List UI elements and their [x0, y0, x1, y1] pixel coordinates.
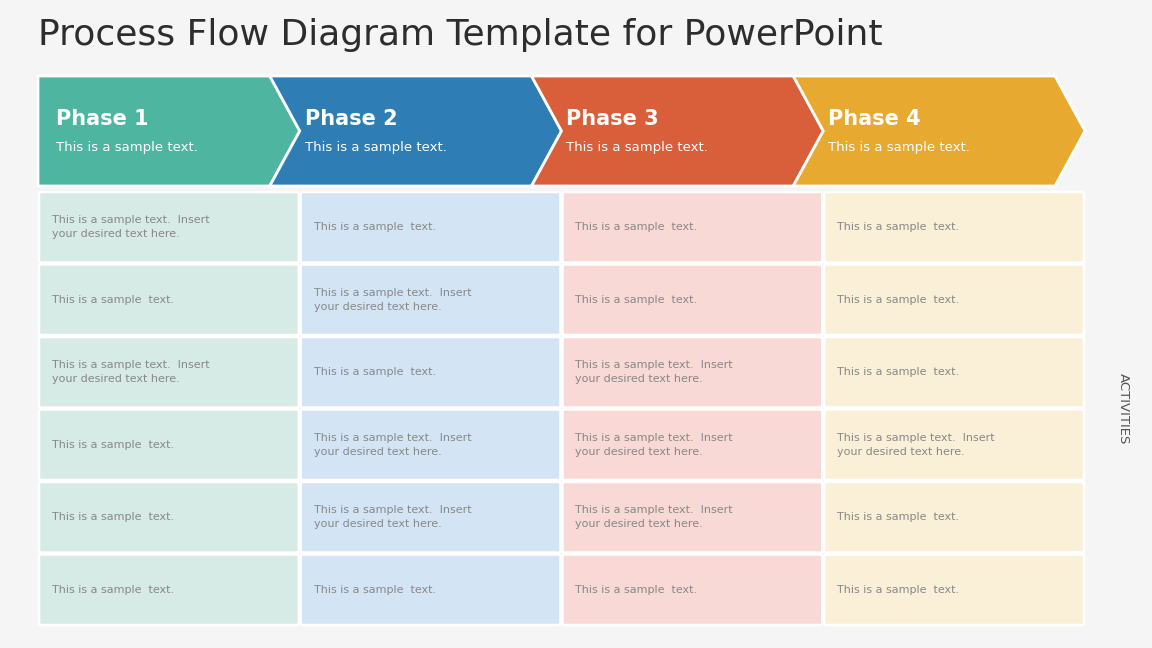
Text: This is a sample text.: This is a sample text.	[56, 141, 198, 154]
Text: This is a sample text.  Insert
your desired text here.: This is a sample text. Insert your desir…	[313, 433, 471, 457]
Text: This is a sample  text.: This is a sample text.	[576, 295, 698, 305]
FancyBboxPatch shape	[301, 482, 561, 553]
Text: This is a sample text.  Insert
your desired text here.: This is a sample text. Insert your desir…	[52, 215, 210, 239]
Text: This is a sample text.  Insert
your desired text here.: This is a sample text. Insert your desir…	[838, 433, 995, 457]
FancyBboxPatch shape	[39, 482, 298, 553]
FancyBboxPatch shape	[39, 555, 298, 625]
Text: Phase 2: Phase 2	[305, 109, 397, 129]
Text: This is a sample text.  Insert
your desired text here.: This is a sample text. Insert your desir…	[576, 360, 733, 384]
FancyBboxPatch shape	[562, 410, 823, 480]
Text: This is a sample text.  Insert
your desired text here.: This is a sample text. Insert your desir…	[576, 433, 733, 457]
FancyBboxPatch shape	[562, 264, 823, 335]
Text: This is a sample  text.: This is a sample text.	[52, 584, 174, 595]
Text: This is a sample  text.: This is a sample text.	[313, 584, 435, 595]
FancyBboxPatch shape	[824, 555, 1084, 625]
Polygon shape	[270, 76, 561, 186]
Text: Process Flow Diagram Template for PowerPoint: Process Flow Diagram Template for PowerP…	[38, 18, 882, 52]
FancyBboxPatch shape	[824, 410, 1084, 480]
FancyBboxPatch shape	[301, 337, 561, 408]
FancyBboxPatch shape	[301, 555, 561, 625]
Polygon shape	[531, 76, 824, 186]
FancyBboxPatch shape	[562, 337, 823, 408]
Text: This is a sample  text.: This is a sample text.	[313, 367, 435, 377]
Text: This is a sample  text.: This is a sample text.	[313, 222, 435, 232]
Text: Phase 4: Phase 4	[828, 109, 920, 129]
FancyBboxPatch shape	[39, 192, 298, 262]
FancyBboxPatch shape	[562, 555, 823, 625]
Text: This is a sample  text.: This is a sample text.	[52, 440, 174, 450]
FancyBboxPatch shape	[301, 192, 561, 262]
FancyBboxPatch shape	[824, 192, 1084, 262]
Text: Phase 1: Phase 1	[56, 109, 149, 129]
Text: This is a sample text.  Insert
your desired text here.: This is a sample text. Insert your desir…	[576, 505, 733, 529]
Text: Phase 3: Phase 3	[567, 109, 659, 129]
Text: This is a sample text.  Insert
your desired text here.: This is a sample text. Insert your desir…	[52, 360, 210, 384]
Polygon shape	[38, 76, 300, 186]
Text: This is a sample  text.: This is a sample text.	[838, 295, 960, 305]
FancyBboxPatch shape	[824, 337, 1084, 408]
Text: This is a sample  text.: This is a sample text.	[576, 584, 698, 595]
Text: This is a sample text.  Insert
your desired text here.: This is a sample text. Insert your desir…	[313, 505, 471, 529]
Text: This is a sample  text.: This is a sample text.	[52, 513, 174, 522]
FancyBboxPatch shape	[824, 482, 1084, 553]
FancyBboxPatch shape	[301, 410, 561, 480]
Polygon shape	[794, 76, 1085, 186]
FancyBboxPatch shape	[824, 264, 1084, 335]
Text: This is a sample text.  Insert
your desired text here.: This is a sample text. Insert your desir…	[313, 288, 471, 312]
FancyBboxPatch shape	[39, 264, 298, 335]
FancyBboxPatch shape	[562, 482, 823, 553]
Text: This is a sample  text.: This is a sample text.	[838, 222, 960, 232]
Text: This is a sample  text.: This is a sample text.	[838, 513, 960, 522]
Text: This is a sample  text.: This is a sample text.	[576, 222, 698, 232]
Text: This is a sample  text.: This is a sample text.	[838, 367, 960, 377]
FancyBboxPatch shape	[562, 192, 823, 262]
Text: This is a sample text.: This is a sample text.	[305, 141, 447, 154]
FancyBboxPatch shape	[39, 337, 298, 408]
Text: This is a sample  text.: This is a sample text.	[52, 295, 174, 305]
Text: This is a sample text.: This is a sample text.	[828, 141, 970, 154]
FancyBboxPatch shape	[301, 264, 561, 335]
Text: This is a sample text.: This is a sample text.	[567, 141, 708, 154]
Text: ACTIVITIES: ACTIVITIES	[1116, 373, 1129, 444]
Text: This is a sample  text.: This is a sample text.	[838, 584, 960, 595]
FancyBboxPatch shape	[39, 410, 298, 480]
